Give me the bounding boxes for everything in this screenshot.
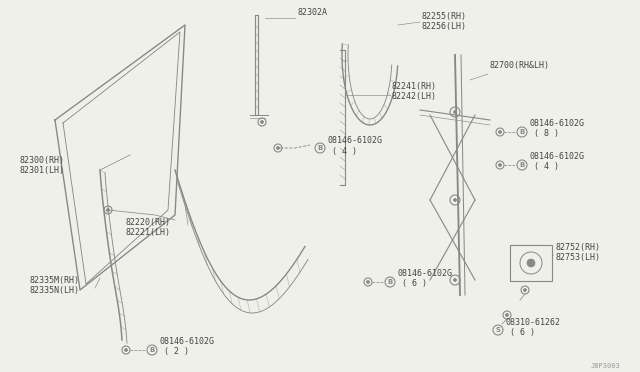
- Text: 82300(RH): 82300(RH): [20, 156, 65, 165]
- Text: ( 6 ): ( 6 ): [510, 328, 535, 337]
- Text: 82335N(LH): 82335N(LH): [30, 286, 80, 295]
- Text: ( 8 ): ( 8 ): [534, 129, 559, 138]
- Text: 82335M(RH): 82335M(RH): [30, 276, 80, 285]
- Text: 08146-6102G: 08146-6102G: [397, 269, 452, 278]
- Circle shape: [506, 314, 509, 317]
- Text: 82241(RH): 82241(RH): [392, 82, 437, 91]
- Circle shape: [454, 279, 456, 282]
- Text: B: B: [520, 162, 525, 168]
- Circle shape: [524, 289, 527, 292]
- Text: S: S: [495, 327, 500, 333]
- Text: 08146-6102G: 08146-6102G: [529, 152, 584, 161]
- Text: ( 4 ): ( 4 ): [332, 147, 357, 156]
- Circle shape: [527, 259, 535, 267]
- Text: 08146-6102G: 08146-6102G: [159, 337, 214, 346]
- Circle shape: [454, 199, 456, 202]
- Text: 08310-61262: 08310-61262: [505, 318, 560, 327]
- Text: B: B: [317, 145, 323, 151]
- Text: 82753(LH): 82753(LH): [555, 253, 600, 262]
- Text: 82700(RH&LH): 82700(RH&LH): [490, 61, 550, 70]
- Text: 08146-6102G: 08146-6102G: [529, 119, 584, 128]
- Circle shape: [499, 164, 502, 167]
- Circle shape: [260, 121, 264, 124]
- Text: 82302A: 82302A: [297, 8, 327, 17]
- Text: ( 4 ): ( 4 ): [534, 162, 559, 171]
- Text: ( 6 ): ( 6 ): [402, 279, 427, 288]
- Text: 08146-6102G: 08146-6102G: [327, 136, 382, 145]
- Text: 82301(LH): 82301(LH): [20, 166, 65, 175]
- Text: J8P3003: J8P3003: [590, 363, 620, 369]
- Text: 82256(LH): 82256(LH): [422, 22, 467, 31]
- Circle shape: [499, 131, 502, 134]
- Circle shape: [454, 110, 456, 113]
- Text: 82255(RH): 82255(RH): [422, 12, 467, 21]
- Text: ( 2 ): ( 2 ): [164, 347, 189, 356]
- Text: B: B: [520, 129, 525, 135]
- Text: B: B: [387, 279, 392, 285]
- Circle shape: [367, 280, 369, 283]
- Circle shape: [276, 147, 280, 150]
- Text: 82221(LH): 82221(LH): [125, 228, 170, 237]
- Circle shape: [125, 349, 127, 352]
- Text: B: B: [149, 347, 155, 353]
- Circle shape: [106, 208, 109, 212]
- Text: 82220(RH): 82220(RH): [125, 218, 170, 227]
- Bar: [510, 245, 552, 281]
- Text: 82242(LH): 82242(LH): [392, 92, 437, 101]
- Text: 82752(RH): 82752(RH): [555, 243, 600, 252]
